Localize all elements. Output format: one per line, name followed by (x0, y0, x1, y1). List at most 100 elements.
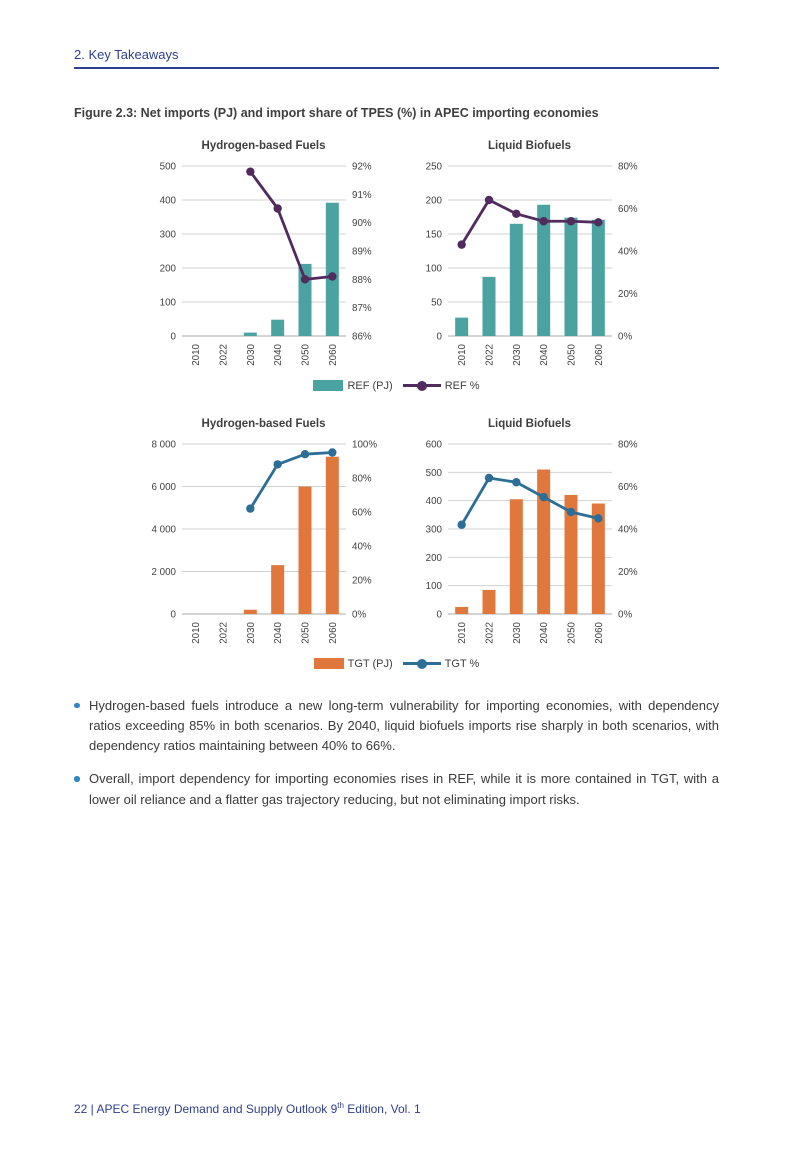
chart-ref-hydrogen: 0 100 200 300 400 500 86% 87% 88% 89% 90% 91% 92% 201… (159, 161, 372, 366)
svg-text:2030: 2030 (511, 621, 522, 643)
section-header: 2. Key Takeaways (74, 47, 179, 62)
svg-text:0: 0 (170, 331, 176, 342)
legend-item-tgt-pct: TGT % (402, 657, 480, 670)
svg-text:2030: 2030 (245, 621, 256, 643)
svg-text:250: 250 (425, 161, 442, 172)
svg-text:90%: 90% (352, 218, 372, 229)
legend-label: REF % (444, 379, 480, 392)
svg-text:100: 100 (159, 297, 176, 308)
bullet-text: Hydrogen-based fuels introduce a new lon… (89, 697, 719, 754)
svg-text:400: 400 (159, 195, 176, 206)
svg-text:2050: 2050 (566, 343, 577, 365)
chart-cell-ref-hydrogen: Hydrogen-based Fuels 0 100 200 300 400 500 86%… (138, 140, 390, 376)
svg-text:20%: 20% (618, 567, 638, 578)
svg-text:2060: 2060 (327, 621, 338, 643)
svg-text:8 000: 8 000 (151, 439, 176, 450)
svg-text:150: 150 (425, 229, 442, 240)
chart-title: Hydrogen-based Fuels (201, 417, 326, 430)
svg-text:2040: 2040 (273, 621, 284, 643)
svg-text:100: 100 (425, 581, 442, 592)
chart-row-ref: Hydrogen-based Fuels 0 100 200 300 400 500 86%… (74, 140, 719, 376)
svg-text:2030: 2030 (511, 343, 522, 365)
svg-text:80%: 80% (618, 439, 638, 450)
svg-text:2 000: 2 000 (151, 567, 176, 578)
svg-text:40%: 40% (618, 246, 638, 257)
svg-text:2010: 2010 (457, 343, 468, 365)
legend-item-ref-pct: REF % (402, 379, 480, 392)
chart-title: Hydrogen-based Fuels (201, 139, 326, 152)
bullet-dot-icon (74, 776, 80, 782)
svg-text:2010: 2010 (191, 621, 202, 643)
svg-text:2050: 2050 (300, 343, 311, 365)
svg-text:40%: 40% (352, 541, 372, 552)
figure-charts: Hydrogen-based Fuels 0 100 200 300 400 500 86%… (74, 140, 719, 670)
chart-cell-ref-biofuels: Liquid Biofuels 0 50 100 150 200 250 0% 20% 40% 6… (404, 140, 656, 376)
legend-tgt: TGT (PJ) TGT % (74, 658, 719, 670)
chart-title: Liquid Biofuels (487, 139, 572, 152)
svg-text:300: 300 (425, 524, 442, 535)
line-marker-icon (402, 658, 441, 669)
legend-label: TGT % (444, 657, 480, 670)
svg-text:2040: 2040 (273, 343, 284, 365)
figure-title: Figure 2.3: Net imports (PJ) and import … (74, 105, 599, 120)
svg-text:4 000: 4 000 (151, 524, 176, 535)
svg-text:2010: 2010 (191, 343, 202, 365)
line-marker-icon (402, 380, 441, 391)
svg-text:87%: 87% (352, 303, 372, 314)
svg-text:80%: 80% (618, 161, 638, 172)
svg-text:2022: 2022 (218, 344, 229, 366)
svg-text:100%: 100% (352, 439, 377, 450)
bar-swatch-icon (313, 658, 344, 669)
report-page: 2. Key Takeaways Figure 2.3: Net imports… (74, 47, 719, 810)
bullet-dot-icon (74, 702, 80, 708)
svg-text:200: 200 (425, 195, 442, 206)
bullet-item: Overall, import dependency for importing… (74, 769, 719, 810)
svg-text:2060: 2060 (593, 621, 604, 643)
bullet-text: Overall, import dependency for importing… (89, 771, 719, 807)
chart-row-tgt: Hydrogen-based Fuels 0 2 000 4 000 6 000 8 0… (74, 418, 719, 654)
svg-text:92%: 92% (352, 161, 372, 172)
header-rule (74, 67, 719, 69)
svg-text:0: 0 (436, 331, 442, 342)
svg-text:200: 200 (159, 263, 176, 274)
bar-swatch-icon (313, 380, 344, 391)
chart-ref-biofuels: 0 50 100 150 200 250 0% 20% 40% 60% 80% 2010 2022 203… (425, 161, 638, 366)
svg-text:2050: 2050 (300, 621, 311, 643)
svg-text:20%: 20% (352, 575, 372, 586)
svg-text:2010: 2010 (457, 621, 468, 643)
svg-text:89%: 89% (352, 246, 372, 257)
chart-cell-tgt-hydrogen: Hydrogen-based Fuels 0 2 000 4 000 6 000 8 0… (138, 418, 390, 654)
legend-item-ref-pj: REF (PJ) (313, 380, 393, 392)
svg-text:2022: 2022 (218, 622, 229, 644)
svg-text:88%: 88% (352, 274, 372, 285)
svg-text:60%: 60% (618, 204, 638, 215)
svg-text:2060: 2060 (593, 343, 604, 365)
svg-text:60%: 60% (618, 482, 638, 493)
svg-text:40%: 40% (618, 524, 638, 535)
bullet-item: Hydrogen-based fuels introduce a new lon… (74, 696, 719, 757)
key-takeaways-list: Hydrogen-based fuels introduce a new lon… (74, 696, 719, 810)
svg-text:0%: 0% (618, 331, 632, 342)
svg-text:0%: 0% (618, 609, 632, 620)
svg-text:0: 0 (170, 609, 176, 620)
legend-ref: REF (PJ) REF % (74, 380, 719, 392)
svg-text:600: 600 (425, 439, 442, 450)
svg-text:2022: 2022 (484, 622, 495, 644)
svg-text:2040: 2040 (539, 621, 550, 643)
chart-tgt-hydrogen: 0 2 000 4 000 6 000 8 000 0% 20% 40% 60% 80% 100% 2… (151, 439, 377, 644)
svg-text:500: 500 (425, 467, 442, 478)
svg-text:50: 50 (431, 297, 442, 308)
chart-tgt-biofuels: 0 100 200 300 400 500 600 0% 20% 40% 60% 80% 2010 202… (425, 439, 638, 644)
svg-text:200: 200 (425, 552, 442, 563)
svg-text:2022: 2022 (484, 344, 495, 366)
chart-title: Liquid Biofuels (487, 417, 572, 430)
page-footer: 22 | APEC Energy Demand and Supply Outlo… (74, 1101, 421, 1116)
svg-text:6 000: 6 000 (151, 482, 176, 493)
svg-text:2040: 2040 (539, 343, 550, 365)
svg-text:91%: 91% (352, 189, 372, 200)
svg-text:100: 100 (425, 263, 442, 274)
legend-item-tgt-pj: TGT (PJ) (313, 658, 393, 670)
svg-text:0: 0 (436, 609, 442, 620)
svg-text:2050: 2050 (566, 621, 577, 643)
svg-text:300: 300 (159, 229, 176, 240)
